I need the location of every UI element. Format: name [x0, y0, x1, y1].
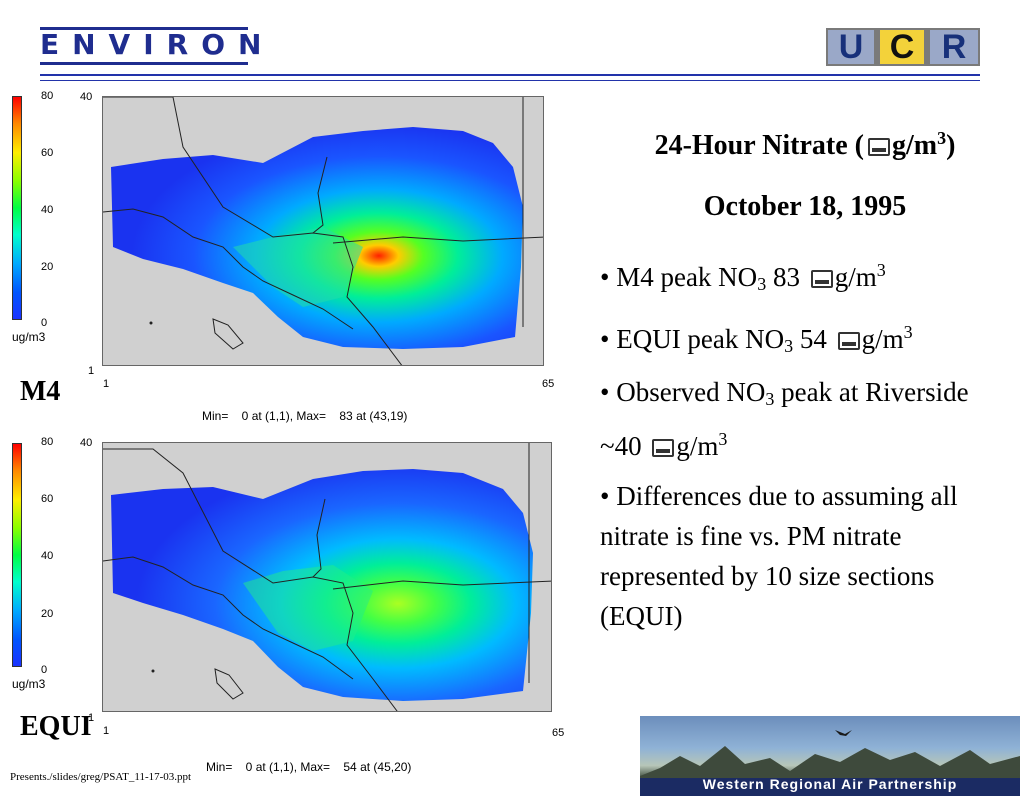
bullet-differences: • Differences due to assuming all nitrat…: [600, 481, 958, 631]
m4-color-legend: [12, 96, 22, 320]
micro-symbol-icon: [837, 332, 860, 350]
m4-legend-tick: 40: [41, 204, 54, 216]
m4-nitrate-map: [102, 96, 544, 366]
bullet-sub: 3: [784, 336, 794, 356]
environ-logo-rule-top: [40, 27, 248, 30]
title-prefix: 24-Hour Nitrate (: [654, 130, 864, 161]
bullet-unit: g/m: [861, 324, 904, 354]
mountain-silhouette: [640, 746, 1020, 778]
m4-y-axis-bottom: 1: [88, 365, 95, 377]
equi-color-legend: [12, 443, 22, 667]
equi-legend-tick: 0: [41, 664, 48, 676]
ucr-logo-c: C: [880, 28, 924, 66]
equi-nitrate-map: [102, 442, 552, 712]
micro-symbol-icon: [810, 270, 833, 288]
bullet-equi-peak: • EQUI peak NO3 54 g/m3: [600, 312, 1010, 366]
slide-title: 24-Hour Nitrate ( g/m3): [600, 128, 1010, 162]
m4-legend-tick: 60: [41, 147, 54, 159]
eagle-icon: [835, 730, 852, 736]
wrap-logo-banner: Western Regional Air Partnership: [640, 716, 1020, 796]
slide-date: October 18, 1995: [703, 191, 907, 222]
bullet-sub: 3: [757, 274, 767, 294]
equi-x-axis-left: 1: [103, 725, 110, 737]
equi-legend-tick: 60: [41, 493, 54, 505]
header-rule: [40, 74, 980, 76]
m4-legend-tick: 20: [41, 261, 54, 273]
bullet-m4-peak: • M4 peak NO3 83 g/m3: [600, 250, 1010, 304]
title-suffix: ): [946, 130, 956, 161]
environ-logo: ENVIRON: [40, 28, 275, 61]
m4-min-max: Min= 0 at (1,1), Max= 83 at (43,19): [202, 409, 408, 423]
ucr-logo: U C R: [826, 28, 980, 66]
title-unit: g/m: [892, 130, 938, 161]
equi-legend-tick: 20: [41, 608, 54, 620]
header-rule-thin: [40, 80, 980, 81]
m4-legend-tick: 80: [41, 90, 54, 102]
footer-file-path: Presents./slides/greg/PSAT_11-17-03.ppt: [10, 771, 192, 783]
ucr-logo-r: R: [930, 28, 978, 66]
equi-min-max: Min= 0 at (1,1), Max= 54 at (45,20): [206, 760, 412, 774]
bullet-value: 54: [793, 324, 834, 354]
bullet-sup: 3: [718, 429, 728, 449]
m4-x-axis-left: 1: [103, 378, 110, 390]
equi-legend-tick: 80: [41, 436, 54, 448]
equi-panel-label: EQUI: [20, 711, 92, 742]
wrap-logo-text: Western Regional Air Partnership: [702, 776, 958, 792]
equi-legend-unit: ug/m3: [12, 677, 46, 691]
bullet-lead: • Observed NO: [600, 377, 766, 407]
bullet-lead: • M4 peak NO: [600, 262, 758, 292]
bullet-unit: g/m: [676, 431, 719, 461]
environ-logo-rule-bottom: [40, 62, 248, 65]
ucr-logo-u: U: [828, 28, 874, 66]
bullet-sup: 3: [876, 260, 886, 280]
micro-symbol-icon: [652, 439, 675, 457]
m4-legend-tick: 0: [41, 317, 48, 329]
m4-legend-unit: ug/m3: [12, 330, 46, 344]
micro-symbol-icon: [868, 138, 890, 156]
bullet-value: 83: [766, 262, 807, 292]
equi-x-axis-right: 65: [552, 727, 565, 739]
bullet-lead: • EQUI peak NO: [600, 324, 785, 354]
bullet-sup: 3: [903, 322, 913, 342]
equi-y-axis-top: 40: [80, 437, 93, 449]
bullet-observed-peak: • Observed NO3 peak at Riverside ~40 g/m…: [600, 372, 1010, 466]
bullet-unit: g/m: [834, 262, 877, 292]
m4-x-axis-right: 65: [542, 378, 555, 390]
m4-y-axis-top: 40: [80, 91, 93, 103]
equi-legend-tick: 40: [41, 550, 54, 562]
bullet-mid: peak at Riverside ~40: [600, 377, 969, 461]
bullet-sub: 3: [765, 389, 775, 409]
title-unit-sup: 3: [937, 128, 947, 148]
equi-y-axis-bottom: 1: [88, 712, 95, 724]
m4-panel-label: M4: [20, 376, 61, 407]
